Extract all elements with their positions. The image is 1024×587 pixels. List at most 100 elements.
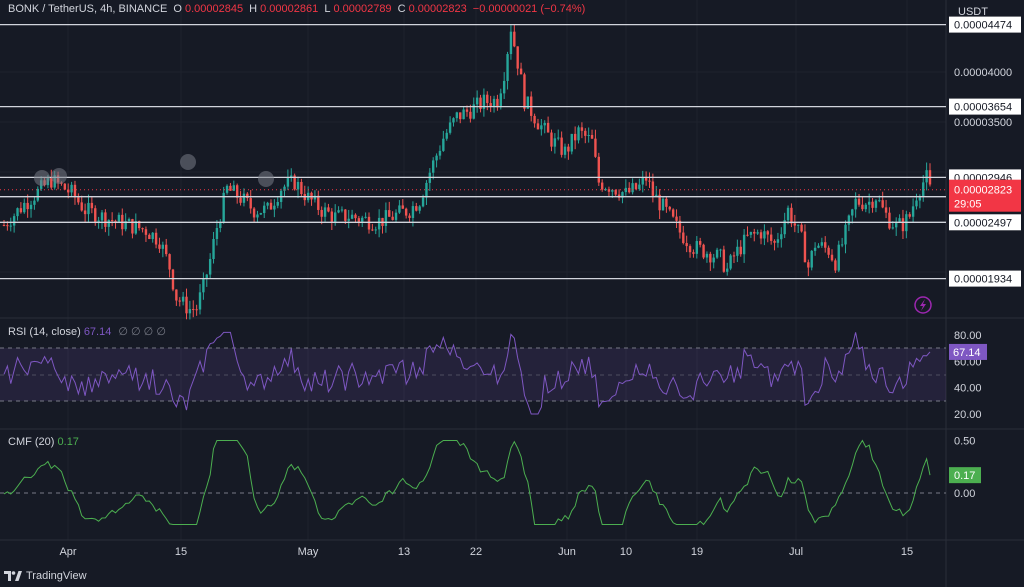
candle-body <box>648 180 651 182</box>
countdown-label: 29:05 <box>954 199 982 211</box>
level-label-box <box>949 270 1021 287</box>
candle-body <box>614 189 617 195</box>
candle-body <box>198 292 202 310</box>
candle-body <box>773 240 776 243</box>
candle-body <box>6 225 9 227</box>
low-label: L <box>324 3 331 15</box>
candle-body <box>837 244 840 271</box>
candle-body <box>212 238 215 260</box>
candle-body <box>181 296 185 302</box>
close-label: C <box>397 3 406 15</box>
candle-body <box>83 210 87 215</box>
candle-body <box>766 231 769 235</box>
candle-body <box>97 220 100 223</box>
candle-body <box>333 212 337 222</box>
candle-body <box>229 185 232 191</box>
candle-body <box>607 189 611 192</box>
level-label: 0.00004474 <box>954 20 1012 32</box>
candle-body <box>215 228 219 239</box>
candle-body <box>171 269 175 290</box>
rsi-extra: ∅ ∅ ∅ ∅ <box>118 326 166 338</box>
candle-body <box>266 202 269 206</box>
candle-body <box>871 201 874 208</box>
cmf-tick-label: 0.50 <box>954 436 975 448</box>
cmf-value-badge-text: 0.17 <box>954 470 975 482</box>
cmf-legend[interactable]: CMF (20) 0.17 <box>8 436 79 448</box>
cmf-title: CMF (20) <box>8 436 55 448</box>
candle-body <box>719 249 722 251</box>
candle-body <box>165 244 168 255</box>
candle-body <box>783 220 786 235</box>
candle-body <box>124 221 127 230</box>
rsi-legend[interactable]: RSI (14, close) 67.14 ∅ ∅ ∅ ∅ <box>8 325 166 338</box>
candle-body <box>807 262 810 268</box>
candle-body <box>665 198 668 207</box>
candle-body <box>901 218 905 232</box>
candle-body <box>141 228 144 230</box>
candle-body <box>337 210 340 213</box>
high-label: H <box>249 3 258 15</box>
candle-body <box>252 208 256 218</box>
candle-body <box>655 194 658 196</box>
candle-body <box>23 202 26 213</box>
candle-body <box>259 213 263 215</box>
candle-body <box>361 217 364 222</box>
candle-body <box>398 205 401 213</box>
currency-selector[interactable]: USDT <box>958 6 988 18</box>
price-axis: 0.000040000.0000350080.0060.0040.0020.00… <box>949 67 1012 500</box>
candle-body <box>502 80 506 94</box>
candle-body <box>516 46 519 69</box>
candle-body <box>702 244 705 258</box>
candle-body <box>638 184 641 190</box>
candle-body <box>246 193 249 199</box>
high-value: 0.00002861 <box>260 3 319 15</box>
candle-body <box>137 221 141 229</box>
candle-body <box>560 137 563 155</box>
time-tick-label: 15 <box>175 546 187 558</box>
candle-body <box>834 260 837 271</box>
candle-body <box>459 112 462 120</box>
candle-body <box>269 202 273 210</box>
candle-body <box>462 109 465 120</box>
candle-body <box>219 222 222 229</box>
candle-body <box>263 205 266 214</box>
candle-body <box>925 170 928 183</box>
candle-body <box>127 219 131 222</box>
candle-body <box>77 197 80 203</box>
tradingview-logo[interactable]: TradingView <box>4 570 87 582</box>
candle-body <box>455 112 459 119</box>
symbol-header: BONK / TetherUS, 4h, BINANCE O 0.00002845… <box>8 3 588 15</box>
candle-body <box>726 268 729 272</box>
candle-body <box>100 212 104 221</box>
candle-body <box>786 207 790 221</box>
candle-body <box>354 214 357 219</box>
candle-body <box>225 185 229 193</box>
candle-body <box>391 216 394 220</box>
candle-body <box>222 192 225 223</box>
pivot-marker <box>34 170 50 186</box>
candle-body <box>898 218 901 222</box>
candle-body <box>800 224 803 232</box>
candle-body <box>249 198 252 209</box>
time-tick-label: Jun <box>558 546 576 558</box>
candle-body <box>435 155 438 161</box>
cmf-tick-label: 0.00 <box>954 488 975 500</box>
candle-body <box>732 255 736 257</box>
candle-body <box>205 274 208 279</box>
candle-body <box>29 204 33 210</box>
pivot-markers <box>34 154 274 187</box>
candle-body <box>296 181 300 190</box>
candle-body <box>746 234 749 236</box>
candle-body <box>394 212 398 220</box>
candle-body <box>509 31 513 55</box>
candle-body <box>692 252 695 254</box>
candle-body <box>769 234 773 241</box>
candle-body <box>16 208 19 217</box>
candle-body <box>202 278 205 293</box>
lightning-icon[interactable] <box>914 296 932 314</box>
candle-body <box>604 189 607 191</box>
candle-body <box>540 125 543 130</box>
candle-body <box>830 254 834 261</box>
candle-body <box>80 202 83 211</box>
